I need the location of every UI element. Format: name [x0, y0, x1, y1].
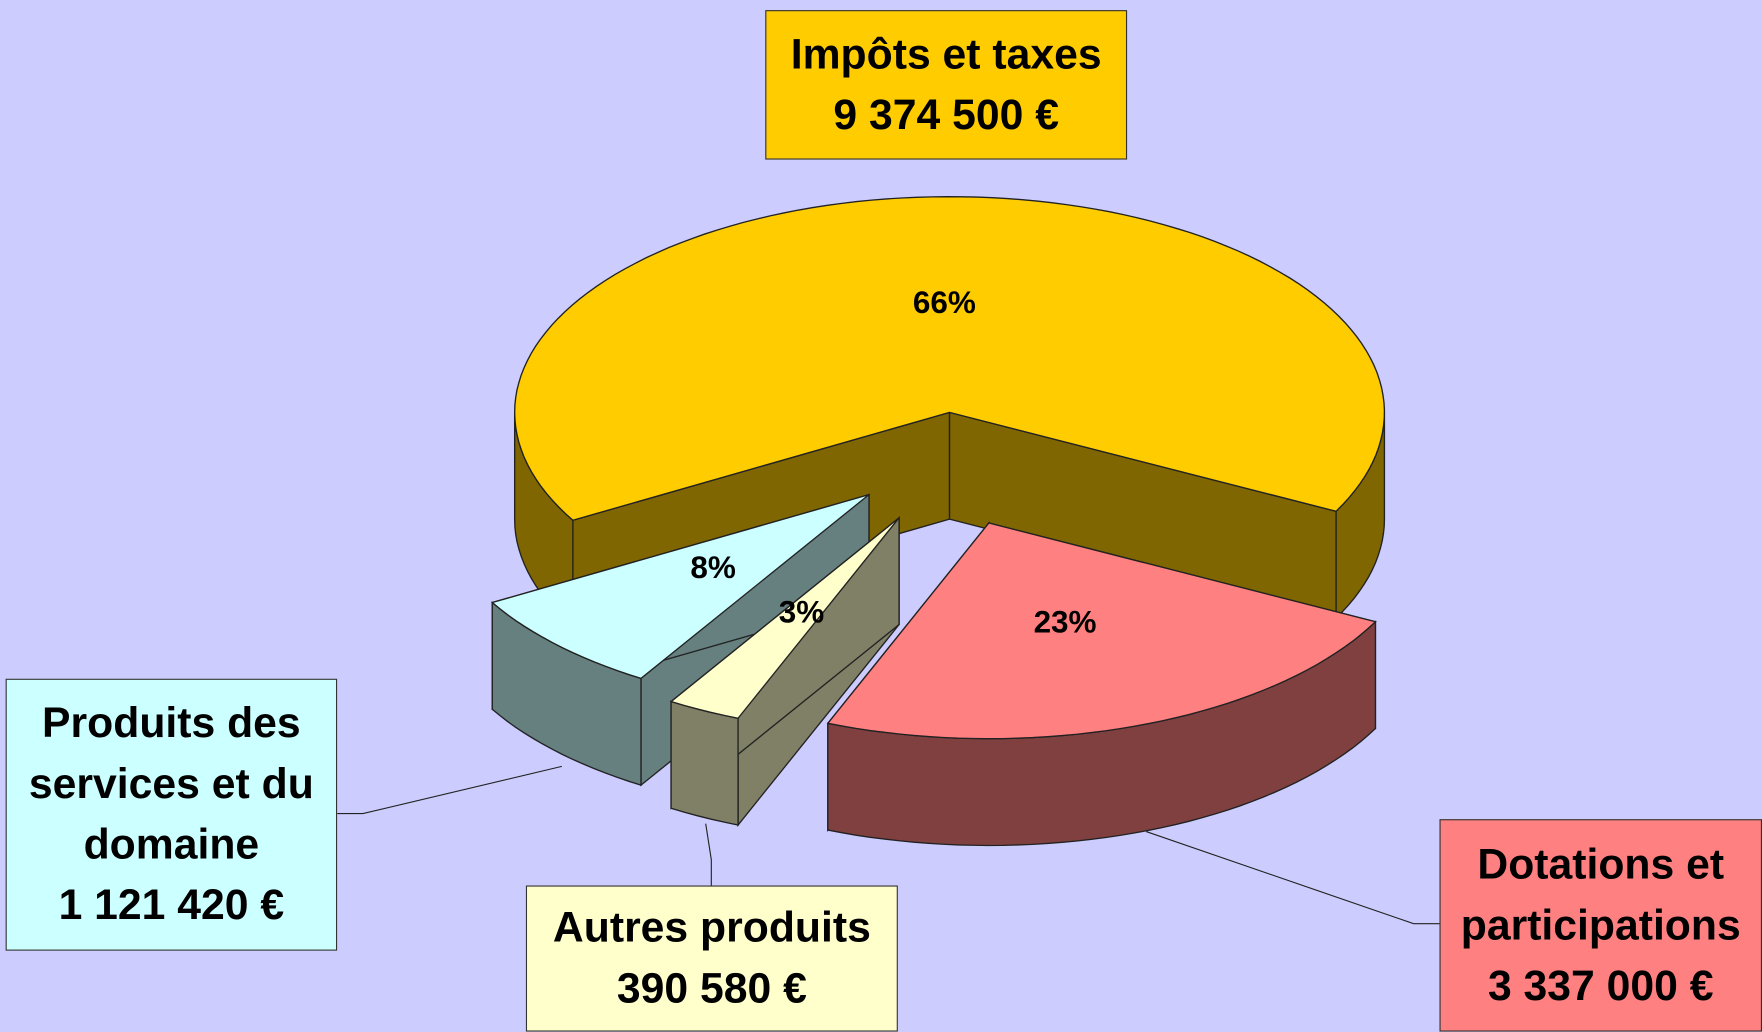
- value-label: 1 121 420 €: [58, 882, 285, 930]
- label-box: Impôts et taxes 9 374 500 €: [765, 10, 1128, 160]
- label-text: Autres produits 390 580 €: [553, 898, 871, 1019]
- slice: [826, 522, 1377, 740]
- category-label: Dotations et participations: [1460, 841, 1741, 949]
- label-text: Impôts et taxes 9 374 500 €: [791, 24, 1102, 145]
- percent-label: 3%: [779, 595, 824, 630]
- slice: [669, 517, 900, 720]
- leader-lines: [337, 765, 1440, 925]
- category-label: Autres produits: [552, 904, 871, 952]
- label-box: Autres produits 390 580 €: [525, 885, 898, 1032]
- percent-label: 8%: [690, 550, 735, 585]
- slice: [490, 494, 870, 680]
- category-label: Produits des services et du domaine: [28, 700, 314, 869]
- value-label: 3 337 000 €: [1487, 962, 1714, 1010]
- percent-label: 66%: [913, 285, 976, 320]
- label-text: Dotations et participations 3 337 000 €: [1441, 834, 1761, 1016]
- label-text: Produits des services et du domaine 1 121…: [7, 693, 336, 936]
- leader-line: [337, 765, 562, 815]
- leader-line: [705, 823, 712, 886]
- value-label: 9 374 500 €: [833, 91, 1059, 139]
- slice: [513, 195, 1386, 522]
- leader-line: [1146, 831, 1440, 925]
- slice-wall: [670, 700, 739, 826]
- category-label: Impôts et taxes: [790, 30, 1102, 79]
- label-box: Produits des services et du domaine 1 121…: [5, 678, 338, 951]
- value-label: 390 580 €: [616, 965, 807, 1013]
- label-box: Dotations et participations 3 337 000 €: [1439, 819, 1762, 1032]
- percent-label: 23%: [1034, 604, 1097, 639]
